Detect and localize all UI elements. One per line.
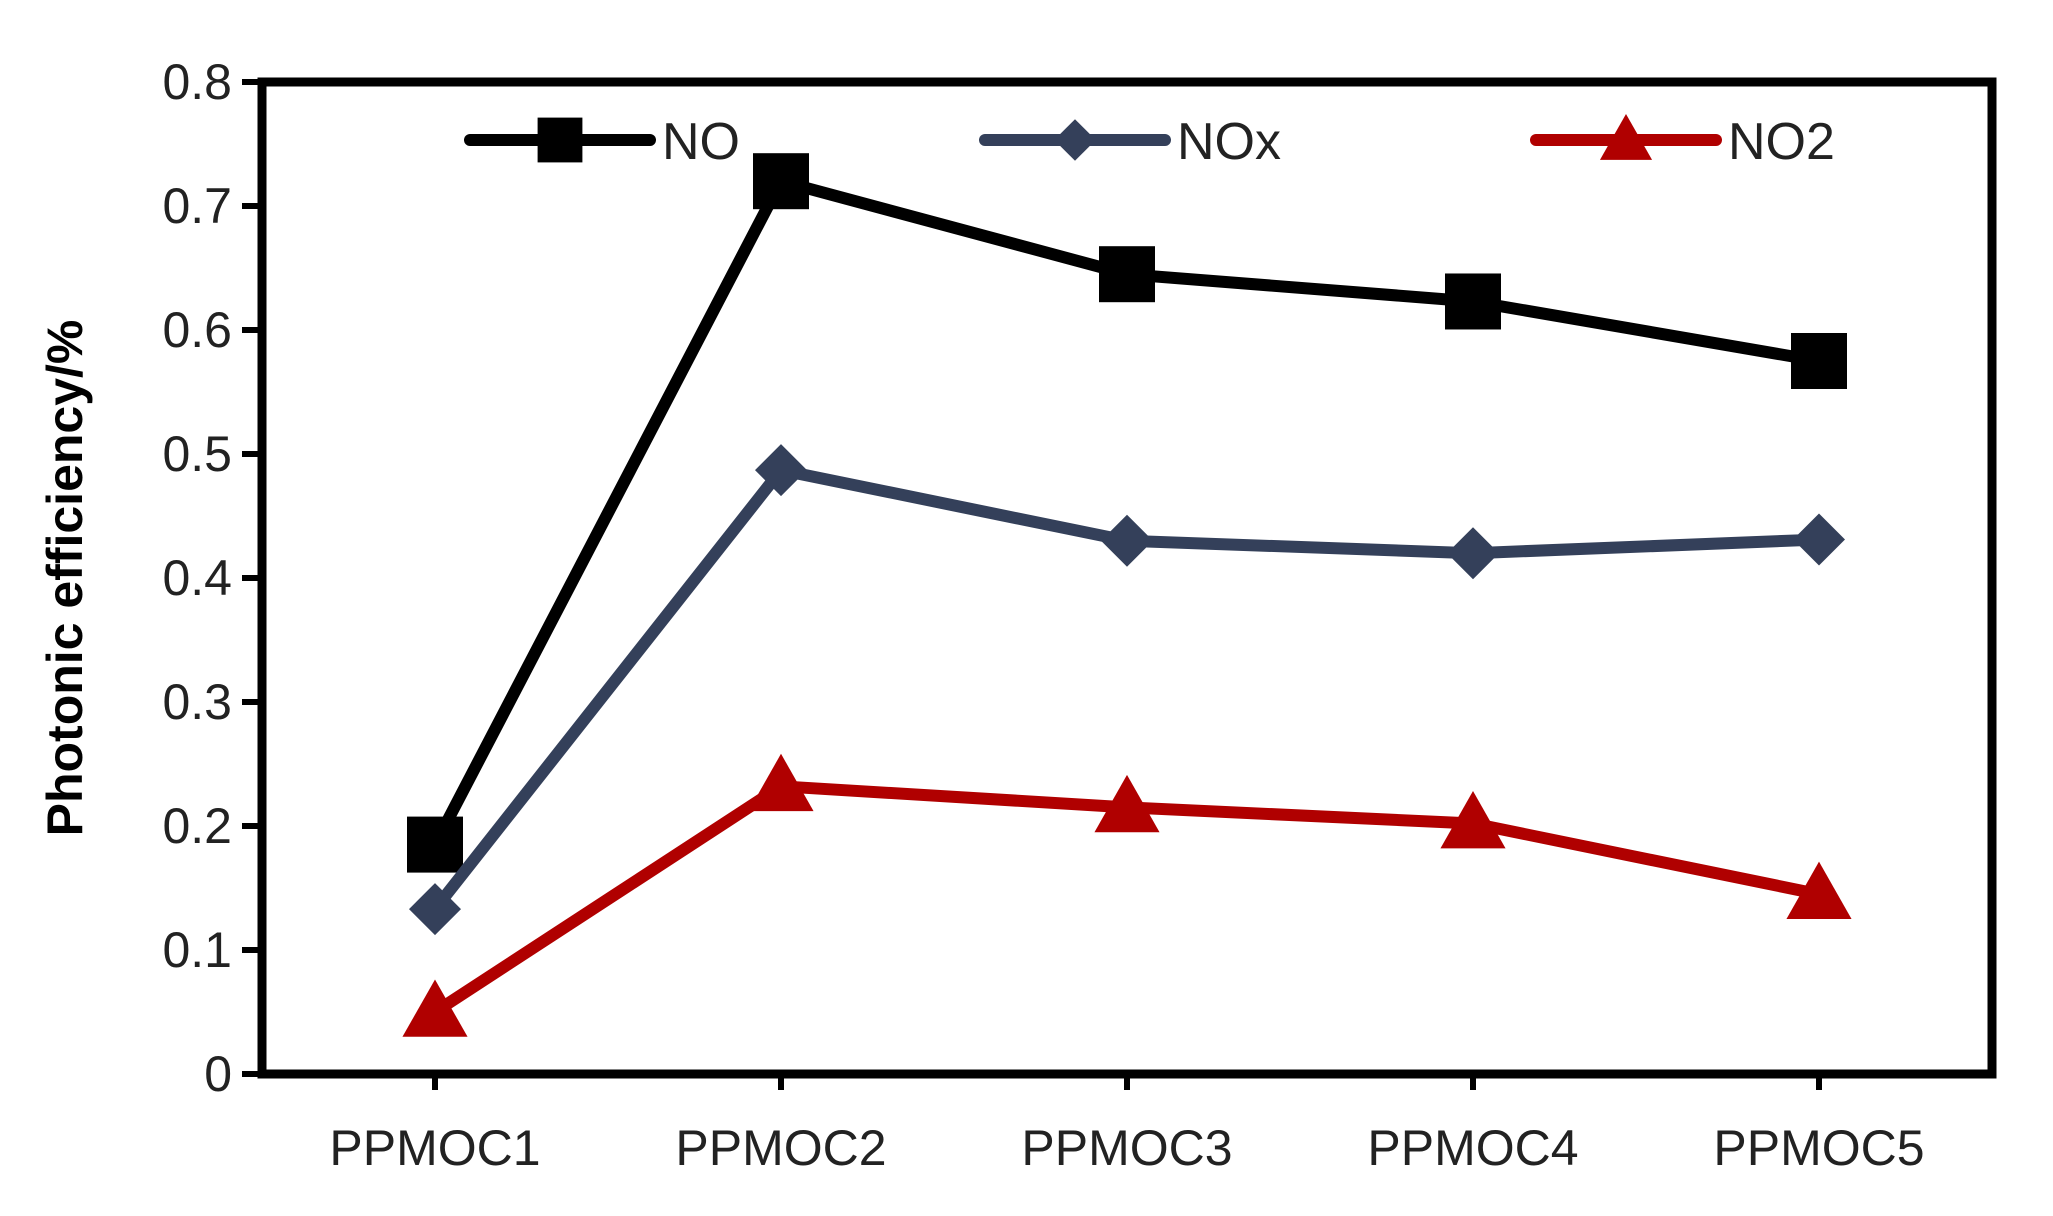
y-tick-label: 0.2 <box>162 798 232 854</box>
legend-marker-nox <box>1054 119 1096 161</box>
series-no <box>407 153 1847 873</box>
point-no-3 <box>1099 246 1155 303</box>
point-no-1 <box>407 816 463 873</box>
point-nox-5 <box>1793 513 1845 566</box>
legend-label-no: NO <box>662 113 740 171</box>
legend-label-no2: NO2 <box>1728 113 1835 171</box>
y-tick-label: 0.6 <box>162 302 232 358</box>
legend-item-nox: NOx <box>979 113 1281 171</box>
point-nox-2 <box>755 444 807 497</box>
y-tick-label: 0.8 <box>162 54 232 110</box>
legend-item-no: NO <box>464 113 740 171</box>
y-tick-label: 0.7 <box>162 178 232 234</box>
point-no2-4 <box>1440 790 1506 849</box>
y-tick-label: 0.5 <box>162 426 232 482</box>
legend-marker-no2 <box>1599 113 1653 160</box>
y-tick-label: 0.3 <box>162 674 232 730</box>
x-tick-label: PPMOC1 <box>329 1120 540 1176</box>
legend-item-no2: NO2 <box>1530 113 1835 171</box>
series-nox <box>409 444 1845 936</box>
point-no2-3 <box>1094 774 1160 833</box>
point-no2-1 <box>402 979 468 1037</box>
point-nox-4 <box>1447 527 1499 580</box>
point-nox-3 <box>1101 514 1153 567</box>
plot-frame <box>257 77 1997 1079</box>
point-nox-1 <box>409 883 461 936</box>
point-no2-2 <box>748 753 814 812</box>
x-axis-ticks: PPMOC1 PPMOC2 PPMOC3 PPMOC4 PPMOC5 <box>329 1074 1925 1176</box>
point-no2-5 <box>1786 861 1852 919</box>
y-tick-label: 0 <box>204 1046 232 1102</box>
y-tick-label: 0.4 <box>162 550 232 606</box>
point-no-4 <box>1445 273 1501 330</box>
y-axis-ticks: 0 0.1 0.2 0.3 0.4 0.5 0.6 0.7 0.8 <box>162 54 262 1102</box>
legend: NO NOx NO2 <box>464 113 1835 171</box>
x-tick-label: PPMOC3 <box>1021 1120 1232 1176</box>
y-tick-label: 0.1 <box>162 922 232 978</box>
series-layer <box>402 153 1852 1037</box>
legend-label-nox: NOx <box>1177 113 1281 171</box>
legend-marker-no <box>537 117 583 163</box>
y-axis-title: Photonic efficiency/% <box>37 320 93 837</box>
x-tick-label: PPMOC4 <box>1367 1120 1578 1176</box>
x-tick-label: PPMOC5 <box>1713 1120 1924 1176</box>
x-tick-label: PPMOC2 <box>675 1120 886 1176</box>
point-no-2 <box>753 153 809 210</box>
point-no-5 <box>1791 333 1847 389</box>
series-no2 <box>402 753 1852 1037</box>
